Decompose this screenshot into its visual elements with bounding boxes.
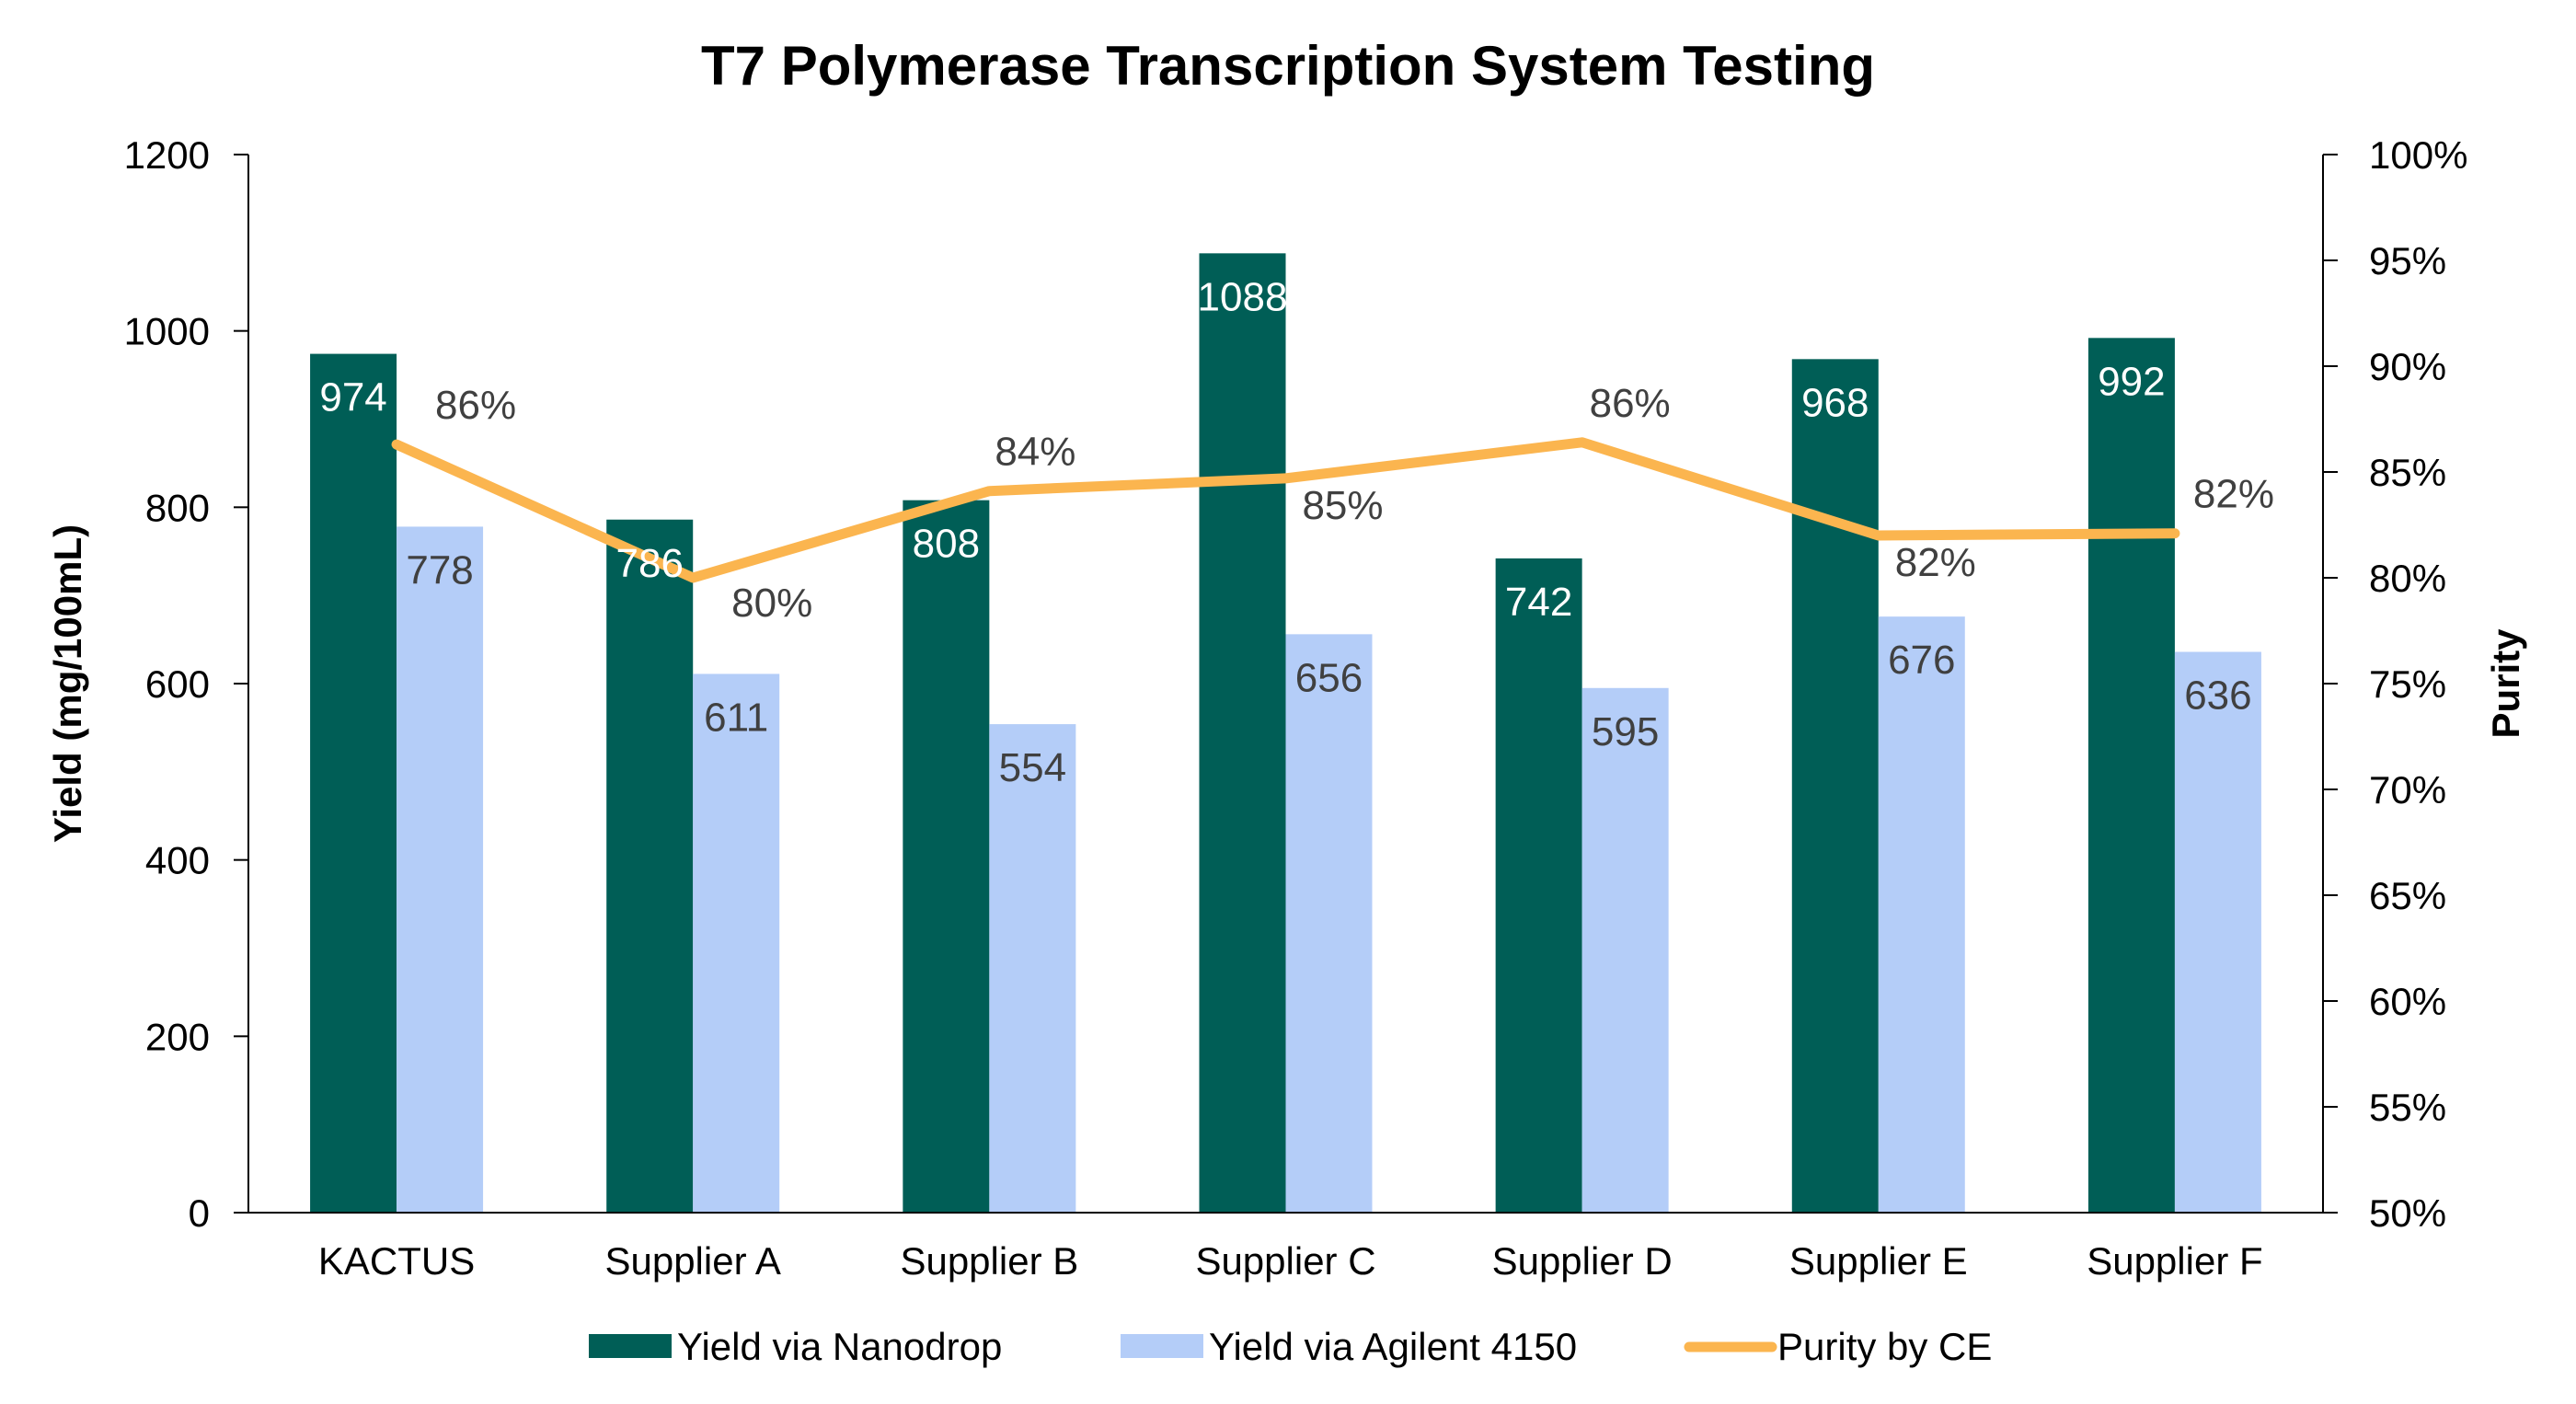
- y-tick-label: 600: [145, 662, 210, 706]
- bar-yield-via-nanodrop: [1199, 253, 1286, 1213]
- purity-point: [688, 573, 698, 582]
- data-label-agilent: 554: [999, 745, 1066, 790]
- y2-tick-label: 95%: [2369, 239, 2446, 282]
- data-label-purity: 80%: [731, 581, 812, 626]
- legend-label: Purity by CE: [1777, 1325, 1992, 1368]
- y-tick-label: 400: [145, 839, 210, 882]
- bar-yield-via-nanodrop: [1791, 359, 1879, 1213]
- data-label-agilent: 676: [1888, 638, 1955, 683]
- y2-tick-label: 50%: [2369, 1191, 2446, 1235]
- data-label-purity: 86%: [435, 383, 516, 428]
- data-label-nanodrop: 786: [616, 541, 684, 586]
- data-label-nanodrop: 974: [319, 375, 386, 420]
- data-label-agilent: 611: [704, 695, 768, 740]
- bar-yield-via-agilent-4150: [1878, 616, 1965, 1213]
- legend-swatch: [1121, 1334, 1203, 1358]
- data-label-purity: 86%: [1590, 381, 1671, 426]
- bar-yield-via-nanodrop: [606, 519, 694, 1213]
- x-tick-label: Supplier D: [1492, 1239, 1673, 1283]
- purity-point: [392, 440, 402, 450]
- purity-point: [1873, 531, 1883, 540]
- x-tick-label: Supplier F: [2087, 1239, 2262, 1283]
- x-tick-label: Supplier A: [604, 1239, 780, 1283]
- bar-yield-via-nanodrop: [903, 500, 990, 1213]
- purity-point: [2169, 528, 2179, 538]
- y2-tick-label: 80%: [2369, 557, 2446, 600]
- y-tick-label: 1200: [124, 133, 210, 177]
- x-tick-label: Supplier E: [1789, 1239, 1968, 1283]
- y-tick-label: 0: [189, 1191, 210, 1235]
- data-label-nanodrop: 992: [2098, 359, 2165, 404]
- y2-tick-label: 75%: [2369, 662, 2446, 706]
- legend-label: Yield via Nanodrop: [677, 1325, 1002, 1368]
- y-tick-label: 200: [145, 1015, 210, 1058]
- y2-tick-label: 90%: [2369, 345, 2446, 388]
- data-label-agilent: 636: [2184, 673, 2251, 719]
- data-label-agilent: 778: [406, 547, 473, 593]
- data-label-nanodrop: 1088: [1198, 274, 1288, 319]
- data-label-nanodrop: 742: [1505, 580, 1572, 625]
- bar-yield-via-nanodrop: [2087, 338, 2175, 1213]
- x-tick-label: KACTUS: [318, 1239, 475, 1283]
- y-tick-label: 800: [145, 486, 210, 529]
- chart-title: T7 Polymerase Transcription System Testi…: [701, 35, 1875, 97]
- data-label-nanodrop: 808: [913, 522, 980, 567]
- bar-yield-via-agilent-4150: [1581, 687, 1669, 1213]
- bar-yield-via-agilent-4150: [2174, 651, 2261, 1213]
- y2-tick-label: 65%: [2369, 874, 2446, 917]
- y2-axis-title: Purity: [2484, 628, 2527, 739]
- data-label-agilent: 656: [1295, 655, 1363, 700]
- bar-yield-via-agilent-4150: [1285, 634, 1373, 1213]
- data-label-purity: 82%: [2193, 472, 2274, 517]
- y2-tick-label: 100%: [2369, 133, 2467, 177]
- data-label-purity: 82%: [1895, 540, 1976, 585]
- bar-yield-via-agilent-4150: [989, 724, 1076, 1213]
- x-tick-label: Supplier B: [900, 1239, 1078, 1283]
- bar-yield-via-nanodrop: [310, 353, 397, 1213]
- y2-tick-label: 85%: [2369, 451, 2446, 494]
- y2-tick-label: 55%: [2369, 1086, 2446, 1129]
- data-label-purity: 84%: [995, 430, 1075, 475]
- bar-yield-via-agilent-4150: [693, 673, 780, 1213]
- data-label-nanodrop: 968: [1801, 380, 1869, 425]
- y-tick-label: 1000: [124, 310, 210, 353]
- bar-yield-via-nanodrop: [1495, 558, 1582, 1213]
- data-label-agilent: 595: [1592, 709, 1659, 754]
- purity-point: [1281, 473, 1291, 483]
- y-axis-title: Yield (mg/100mL): [46, 524, 89, 843]
- y2-tick-label: 60%: [2369, 980, 2446, 1023]
- bar-yield-via-agilent-4150: [397, 526, 484, 1213]
- purity-point: [1577, 437, 1587, 447]
- legend-label: Yield via Agilent 4150: [1209, 1325, 1577, 1368]
- x-tick-label: Supplier C: [1195, 1239, 1375, 1283]
- legend-swatch: [589, 1334, 672, 1358]
- purity-point: [984, 486, 995, 496]
- data-label-purity: 85%: [1302, 483, 1383, 528]
- y2-tick-label: 70%: [2369, 768, 2446, 811]
